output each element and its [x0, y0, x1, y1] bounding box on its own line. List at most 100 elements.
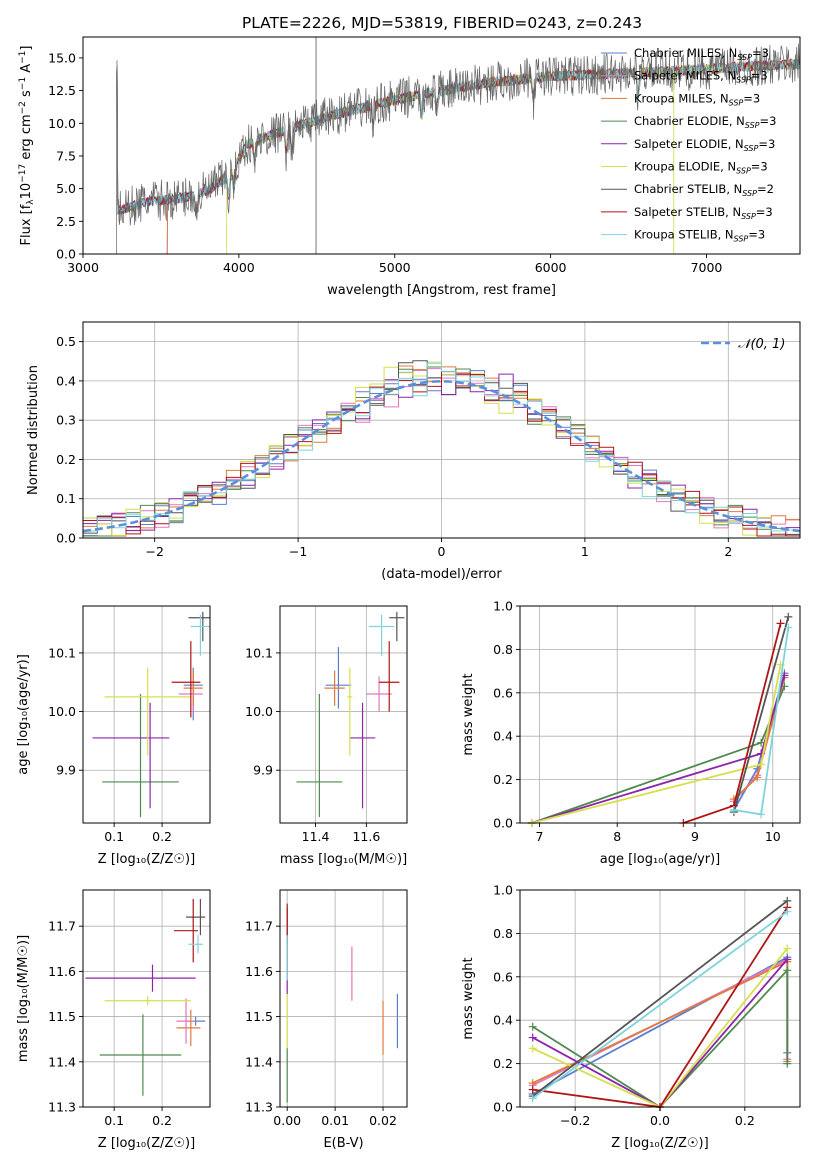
y-tick-label: 0.2 — [56, 452, 76, 467]
data-point — [783, 944, 792, 953]
y-tick-label: 11.4 — [48, 1054, 76, 1069]
y-tick-label: 0.3 — [56, 413, 76, 428]
x-axis-label: age [log₁₀(age/yr)] — [600, 852, 721, 867]
y-tick-label: 11.7 — [245, 919, 273, 934]
y-tick-label: 10.0 — [48, 116, 76, 131]
model-spectrum-line — [166, 59, 801, 255]
y-tick-label: 0.0 — [56, 531, 76, 546]
data-point — [528, 1094, 537, 1103]
legend-sub: SSP — [729, 98, 744, 107]
y-label-part: ] — [19, 46, 34, 51]
mass-weight-line — [733, 616, 790, 813]
legend-n: =3 — [758, 137, 775, 151]
x-tick-label: 0.00 — [273, 1113, 301, 1128]
x-axis-label: (data-model)/error — [381, 567, 502, 582]
x-tick-label: 0 — [438, 544, 446, 559]
y-tick-label: 11.5 — [245, 1009, 273, 1024]
y-tick-label: 7.5 — [56, 148, 76, 163]
legend-n: =3 — [748, 228, 765, 242]
y-label-part: erg cm — [19, 114, 34, 163]
legend-label: Chabrier ELODIE, N — [634, 114, 745, 128]
data-point — [784, 612, 793, 621]
figure-title: PLATE=2226, MJD=53819, FIBERID=0243, z=0… — [242, 14, 642, 32]
legend-entry: Salpeter ELODIE, NSSP=3 — [634, 137, 775, 153]
legend-sub: SSP — [734, 235, 749, 244]
age-vs-z-panel: 0.1 0.2 9.9 10.0 10.1 Z [log₁₀(Z/Z☉)] age [log… — [16, 605, 211, 867]
x-tick-label: 2 — [724, 544, 732, 559]
x-tick-label: 0.0 — [650, 1113, 670, 1128]
mass-weight-line — [733, 673, 786, 811]
x-tick-label: −2 — [145, 544, 163, 559]
x-tick-label: 0.2 — [735, 1113, 755, 1128]
y-label-part: 10 — [19, 183, 34, 200]
x-tick-label: 0.02 — [369, 1113, 397, 1128]
x-tick-label: 11.6 — [352, 829, 380, 844]
residual-histogram — [83, 362, 800, 532]
x-axis-label: Z [log₁₀(Z/Z☉)] — [611, 1136, 708, 1151]
y-tick-label: 11.6 — [245, 964, 273, 979]
y-tick-label: 11.3 — [245, 1100, 273, 1115]
mass-weight-line — [733, 627, 790, 816]
x-tick-label: 0.1 — [104, 829, 124, 844]
legend-entry: Chabrier MILES, NSSP=3 — [634, 46, 769, 62]
y-tick-label: 10.1 — [245, 645, 273, 660]
spectrum-panel: 3000 4000 5000 6000 7000 0.0 2.5 5.0 7.5 10.0 12.5… — [18, 36, 801, 298]
weight-vs-age-panel: 7 8 9 10 0.0 0.2 0.4 0.6 0.8 1.0 age [log₁₀(age/yr… — [461, 599, 801, 867]
y-tick-label: 0.2 — [493, 772, 513, 787]
data-point — [783, 966, 792, 975]
legend-entry: Kroupa MILES, NSSP=3 — [634, 91, 760, 107]
y-tick-label: 11.3 — [48, 1100, 76, 1115]
legend-label: Kroupa MILES, N — [634, 91, 729, 105]
legend-n: =3 — [743, 91, 760, 105]
weight-vs-z-panel: −0.2 0.0 0.2 0.0 0.2 0.4 0.6 0.8 1.0 Z [log₁₀(Z/Z… — [461, 883, 801, 1151]
x-tick-label: 0.01 — [321, 1113, 349, 1128]
legend-label: Kroupa STELIB, N — [634, 228, 734, 242]
y-tick-label: 9.9 — [56, 763, 76, 778]
legend-label: Chabrier STELIB, N — [634, 182, 742, 196]
legend-entry: Kroupa ELODIE, NSSP=3 — [634, 160, 768, 176]
mass-vs-ebv-panel: 0.00 0.01 0.02 11.3 11.4 11.5 11.6 11.7 E(B-V) — [245, 889, 408, 1151]
y-tick-label: 0.0 — [493, 1100, 513, 1115]
legend-entry: 𝒩(0, 1) — [738, 337, 785, 352]
model-spectrum-line — [166, 59, 801, 255]
x-tick-label: 1 — [581, 544, 589, 559]
data-point — [528, 1033, 537, 1042]
error-bars — [296, 611, 405, 818]
model-spectrum-line — [166, 58, 801, 255]
y-tick-label: 0.8 — [493, 926, 513, 941]
data-point — [783, 955, 792, 964]
y-tick-label: 5.0 — [56, 181, 76, 196]
data-point — [784, 623, 793, 632]
legend-sub: SSP — [741, 212, 756, 221]
residuals-panel: −2 −1 0 1 2 0.0 0.1 0.2 0.3 0.4 0.5 (data-model)/er… — [26, 321, 801, 582]
legend-entry: Chabrier STELIB, NSSP=2 — [634, 182, 774, 198]
mass-weight-line — [532, 968, 789, 1109]
legend-n: =3 — [752, 46, 769, 60]
legend-entry: Salpeter MILES, NSSP=3 — [634, 69, 768, 85]
y-tick-label: 15.0 — [48, 50, 76, 65]
y-tick-label: 1.0 — [493, 599, 513, 614]
axes-frame — [82, 889, 211, 1108]
legend-label: Chabrier MILES, N — [634, 46, 737, 60]
y-tick-label: 0.6 — [493, 685, 513, 700]
axes-frame — [279, 889, 408, 1108]
axes-frame — [82, 36, 801, 255]
y-tick-label: 0.4 — [493, 1013, 513, 1028]
y-tick-label: 0.0 — [56, 247, 76, 262]
legend-sub: SSP — [744, 144, 759, 153]
data-point — [757, 760, 766, 769]
y-tick-label: 11.5 — [48, 1009, 76, 1024]
legend-sub: SSP — [737, 53, 752, 62]
x-tick-label: −0.2 — [560, 1113, 590, 1128]
y-axis-label: Normed distribution — [26, 365, 41, 495]
y-tick-label: 0.6 — [493, 969, 513, 984]
y-tick-label: 11.4 — [245, 1054, 273, 1069]
x-tick-label: 0.2 — [152, 1113, 172, 1128]
y-tick-label: 12.5 — [48, 83, 76, 98]
x-tick-label: 8 — [613, 829, 621, 844]
age-vs-mass-panel: 11.4 11.6 9.9 10.0 10.1 mass [log₁₀(M/M☉)] — [245, 605, 408, 867]
x-axis-label: Z [log₁₀(Z/Z☉)] — [98, 852, 195, 867]
mass-weight-line — [733, 677, 786, 800]
error-bars — [92, 611, 210, 818]
axes-frame — [279, 605, 408, 824]
